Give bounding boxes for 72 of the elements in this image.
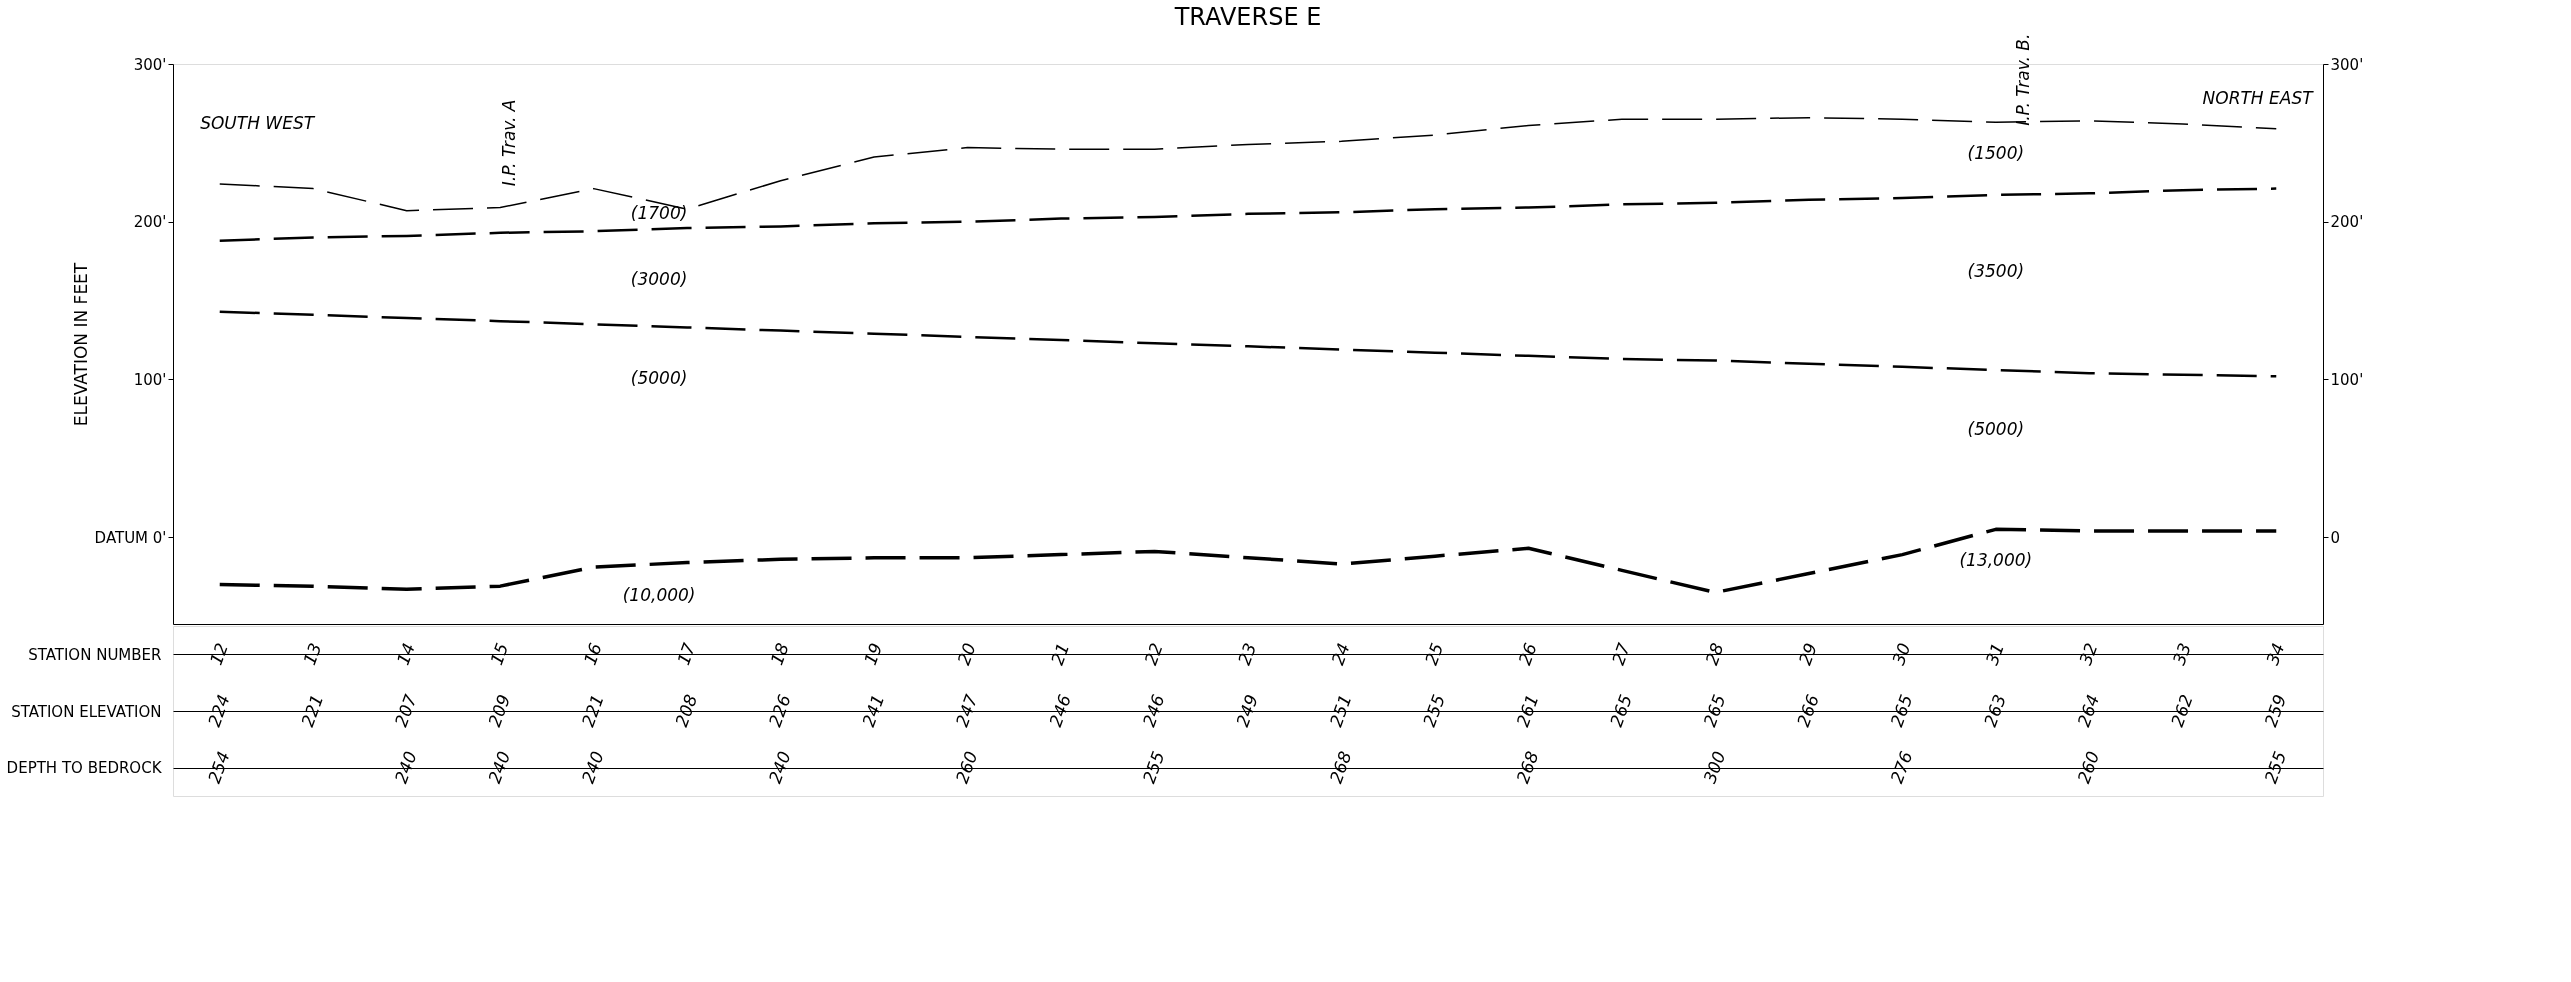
- annotation: (1500): [1967, 142, 2025, 163]
- annotation: (3000): [630, 269, 688, 290]
- x-tick-label: 13: [299, 640, 326, 668]
- annotation: I.P. Trav. B.: [2012, 33, 2033, 126]
- y-tick-label: DATUM 0': [94, 528, 167, 547]
- line-series: [218, 187, 2278, 242]
- y-tick-label: 100': [133, 370, 167, 389]
- text: DEPTH TO BEDROCK: [6, 759, 163, 778]
- data-label: 265: [1886, 691, 1917, 730]
- text: 260: [951, 748, 982, 786]
- y2-tick-label: 200': [2330, 213, 2364, 232]
- text: 240: [764, 748, 795, 786]
- text: 255: [1138, 748, 1169, 786]
- data-label: 263: [1979, 691, 2010, 730]
- x-tick-label: 16: [579, 640, 606, 668]
- annotation: (13,000): [1959, 549, 2033, 570]
- data-label: 241: [858, 691, 889, 730]
- text: 240: [577, 748, 608, 786]
- annotation: NORTH EAST: [2202, 87, 2315, 108]
- y2-tick-label: 300': [2330, 55, 2364, 74]
- text: 276: [1886, 748, 1917, 786]
- data-label: 261: [1512, 691, 1543, 730]
- annotation: SOUTH WEST: [200, 112, 316, 133]
- annotation: (5000): [1967, 418, 2025, 439]
- x-tick-label: 15: [486, 640, 513, 668]
- data-label: 221: [577, 691, 608, 730]
- y-axis-title: ELEVATION IN FEET: [70, 262, 91, 427]
- data-label: 208: [671, 691, 702, 730]
- text: 268: [1325, 748, 1356, 786]
- x-tick-label: 14: [392, 640, 419, 668]
- data-label: 246: [1045, 691, 1076, 730]
- data-label: 259: [2260, 691, 2291, 730]
- text: 240: [484, 748, 515, 786]
- y-tick-label: 300': [133, 55, 167, 74]
- text: STATION ELEVATION: [11, 702, 162, 721]
- data-label: 207: [390, 691, 421, 730]
- data-label: 209: [484, 691, 515, 730]
- x-tick-label: 24: [1327, 640, 1354, 668]
- data-label: 265: [1606, 691, 1636, 730]
- x-tick-label: 12: [205, 640, 232, 668]
- text: 240: [390, 748, 421, 786]
- data-label: 226: [764, 691, 795, 730]
- text: 300: [1699, 748, 1730, 786]
- data-label: 251: [1325, 691, 1356, 730]
- annotation: I.P. Trav. A: [498, 99, 519, 187]
- data-label: 265: [1699, 691, 1730, 730]
- x-tick-label: 19: [860, 640, 887, 668]
- chart-title: TRAVERSE E: [1173, 2, 1322, 31]
- annotation: (1700): [630, 202, 688, 223]
- y-tick-label: 200': [133, 213, 167, 232]
- x-tick-label: 20: [953, 640, 980, 668]
- data-label: 264: [2073, 691, 2104, 730]
- x-tick-label: 34: [2262, 640, 2289, 668]
- x-tick-label: 26: [1514, 640, 1541, 668]
- x-tick-label: 18: [766, 640, 793, 668]
- annotation: (5000): [630, 368, 688, 389]
- text: 260: [2073, 748, 2104, 786]
- x-tick-label: 17: [673, 640, 700, 668]
- text: STATION NUMBER: [28, 645, 162, 664]
- annotation: (10,000): [622, 584, 696, 605]
- annotation: (3500): [1967, 261, 2025, 282]
- text: 255: [2260, 748, 2291, 786]
- data-label: 224: [203, 691, 234, 730]
- data-label: 266: [1792, 691, 1823, 730]
- data-label: 246: [1138, 691, 1169, 730]
- x-tick-label: 30: [1888, 640, 1915, 668]
- data-label: 221: [297, 691, 328, 730]
- y2-tick-label: 100': [2330, 370, 2364, 389]
- data-label: 262: [2166, 691, 2197, 730]
- text: 268: [1512, 748, 1543, 786]
- y2-tick-label: 0: [2330, 528, 2341, 547]
- text: 254: [203, 748, 234, 786]
